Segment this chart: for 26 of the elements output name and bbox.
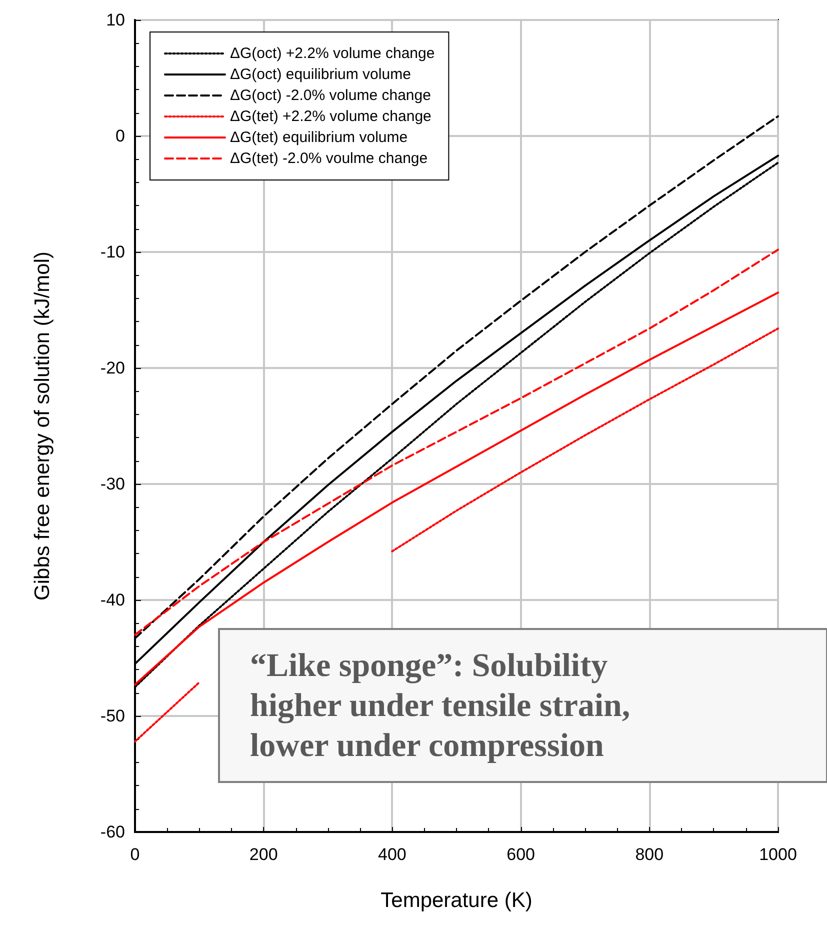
y-tick-label: -20 — [100, 358, 125, 378]
legend-label: ΔG(oct) +2.2% volume change — [230, 45, 435, 62]
legend-label: ΔG(tet) +2.2% volume change — [230, 108, 432, 125]
callout-box: “Like sponge”: Solubility higher under tensile strain, lower under compression — [218, 628, 827, 783]
y-tick-label: 0 — [116, 126, 125, 146]
annotation: “Like sponge”: Solubility higher under tensile strain, lower under compression — [249, 647, 632, 766]
x-axis-title: Temperature (K) — [380, 889, 532, 912]
x-tick-label: 800 — [635, 845, 664, 864]
legend-label: ΔG(oct) -2.0% volume change — [230, 87, 431, 104]
line-series — [134, 292, 779, 686]
y-axis-title: Gibbs free energy of solution (kJ/mol) — [31, 252, 54, 600]
legend-label: ΔG(tet) -2.0% voulme change — [230, 150, 428, 167]
legend-label: ΔG(tet) equilibrium volume — [230, 129, 408, 146]
x-tick-label: 200 — [249, 845, 278, 864]
y-tick-label: -40 — [100, 590, 125, 610]
x-tick-label: 400 — [378, 845, 406, 864]
y-tick-label: -30 — [100, 474, 125, 494]
legend-label: ΔG(oct) equilibrium volume — [230, 66, 411, 83]
x-tick-label: 0 — [130, 845, 140, 864]
y-tick-label: -50 — [100, 706, 125, 726]
y-tick-label: 10 — [106, 10, 125, 30]
x-tick-label: 600 — [506, 845, 535, 864]
line-series — [134, 248, 779, 636]
y-tick-label: -10 — [100, 242, 125, 262]
x-tick-label: 1000 — [759, 845, 797, 864]
y-tick-label: -60 — [100, 822, 125, 842]
